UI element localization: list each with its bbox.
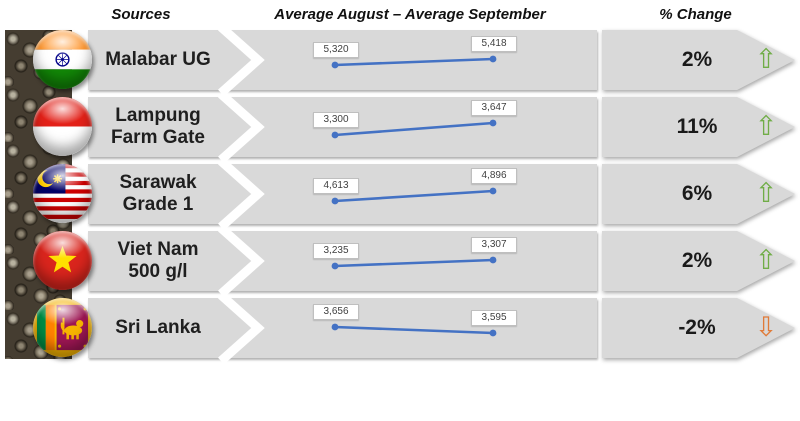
table-row: Malabar UG 5,320 5,418: [0, 23, 800, 97]
table-row: Sri Lanka 3,656 3,595: [0, 291, 800, 365]
chevron-separator-icon: [218, 90, 265, 164]
down-arrow-icon: ⇩: [754, 312, 778, 342]
data-label-august: 3,656: [313, 304, 359, 320]
percent-band: 2% ⇧: [602, 231, 795, 291]
source-name-line: Viet Nam: [117, 238, 199, 260]
average-period-column-header: Average August – Average September: [274, 6, 546, 23]
flag-india: [33, 30, 92, 89]
source-name-line: Lampung: [115, 104, 201, 126]
source-name: Viet Nam 500 g/l: [98, 231, 218, 291]
price-trend-line: [331, 55, 497, 69]
table-row: Lampung Farm Gate 3,300 3,647 11%: [0, 90, 800, 164]
percent-band: 6% ⇧: [602, 164, 795, 224]
source-name-line: Sarawak: [119, 171, 197, 193]
source-name: Sri Lanka: [98, 298, 218, 358]
data-label-september: 3,595: [471, 310, 517, 326]
source-name: Malabar UG: [98, 30, 218, 90]
flag-vietnam: [33, 231, 92, 290]
table-row: Viet Nam 500 g/l 3,235 3,307 2%: [0, 224, 800, 298]
up-arrow-icon: ⇧: [754, 111, 778, 141]
percent-band: 11% ⇧: [602, 97, 795, 157]
row-band: Sri Lanka 3,656 3,595: [88, 291, 597, 365]
chevron-separator-icon: [218, 23, 265, 97]
percent-change-value: 11%: [676, 115, 718, 138]
price-trend-line: [331, 187, 497, 205]
source-name: Sarawak Grade 1: [98, 164, 218, 224]
up-arrow-icon: ⇧: [754, 44, 778, 74]
data-label-september: 5,418: [471, 36, 517, 52]
percent-band: -2% ⇩: [602, 298, 795, 358]
flag-gloss-overlay: [33, 298, 92, 357]
data-label-september: 3,307: [471, 237, 517, 253]
source-name-line: Sri Lanka: [115, 316, 201, 338]
source-name-line: 500 g/l: [128, 261, 188, 282]
source-name-line: Malabar UG: [105, 48, 211, 70]
chevron-separator-icon: [218, 157, 265, 231]
row-band: Lampung Farm Gate 3,300 3,647: [88, 90, 597, 164]
data-label-august: 3,300: [313, 112, 359, 128]
flag-malaysia: [33, 164, 92, 223]
percent-change-value: 6%: [681, 182, 713, 205]
table-row: Sarawak Grade 1 4,613 4,896: [0, 157, 800, 231]
flag-gloss-overlay: [33, 30, 92, 89]
flag-gloss-overlay: [33, 97, 92, 156]
row-band: Viet Nam 500 g/l 3,235 3,307: [88, 224, 597, 298]
up-arrow-icon: ⇧: [754, 178, 778, 208]
price-trend-line: [331, 119, 497, 139]
chevron-separator-icon: [218, 291, 265, 365]
chevron-separator-icon: [218, 224, 265, 298]
row-band: Malabar UG 5,320 5,418: [88, 23, 597, 97]
up-arrow-icon: ⇧: [754, 245, 778, 275]
data-label-august: 3,235: [313, 243, 359, 259]
source-name-line: Grade 1: [122, 194, 194, 215]
rows-container: Malabar UG 5,320 5,418: [0, 23, 800, 365]
data-label-september: 3,647: [471, 100, 517, 116]
flag-gloss-overlay: [33, 231, 92, 290]
percent-band: 2% ⇧: [602, 30, 795, 90]
percent-change-value: -2%: [678, 316, 716, 339]
source-name: Lampung Farm Gate: [98, 97, 218, 157]
percent-change-column-header: % Change: [659, 6, 732, 23]
sources-column-header: Sources: [111, 6, 171, 23]
flag-gloss-overlay: [33, 164, 92, 223]
percent-change-value: 2%: [681, 249, 713, 272]
price-trend-line: [331, 323, 497, 337]
source-name-line: Farm Gate: [111, 127, 205, 148]
flag-sri-lanka: [33, 298, 92, 357]
percent-change-value: 2%: [681, 48, 713, 71]
data-label-august: 4,613: [313, 178, 359, 194]
flag-indonesia: [33, 97, 92, 156]
data-label-september: 4,896: [471, 168, 517, 184]
price-trend-line: [331, 256, 497, 270]
row-band: Sarawak Grade 1 4,613 4,896: [88, 157, 597, 231]
data-label-august: 5,320: [313, 42, 359, 58]
